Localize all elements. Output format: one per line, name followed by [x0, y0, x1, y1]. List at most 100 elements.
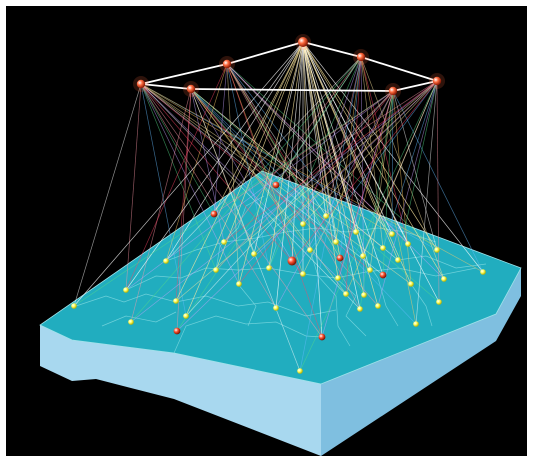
relay-station-node: [336, 254, 344, 262]
uplink-line: [291, 80, 438, 262]
uplink-line: [302, 41, 440, 303]
uplink-line: [175, 41, 304, 302]
uplink-line: [238, 90, 394, 285]
satellite-node: [298, 37, 308, 47]
ground-station-node: [375, 303, 381, 309]
ground-station-node: [333, 239, 339, 245]
ground-station-node: [408, 281, 414, 287]
uplink-line: [213, 63, 228, 215]
region-border: [397, 255, 487, 269]
uplink-line: [140, 83, 215, 215]
ground-station-node: [380, 245, 386, 251]
relay-stations: [173, 181, 387, 341]
uplink-line: [185, 90, 394, 317]
uplink-line: [140, 83, 277, 309]
uplink-line: [215, 41, 304, 271]
uplink-line: [140, 83, 339, 279]
satellite-node: [136, 79, 146, 89]
uplink-line: [302, 41, 323, 338]
uplink-line: [299, 80, 438, 372]
uplink-line: [369, 90, 394, 271]
ground-station-node: [357, 306, 363, 312]
ground-station-node: [360, 253, 366, 259]
uplink-line: [140, 83, 187, 317]
ground-station-node: [213, 267, 219, 273]
relay-station-node: [379, 271, 387, 279]
terrain-board: [39, 170, 522, 456]
region-border: [173, 315, 323, 354]
ring-link: [140, 63, 228, 85]
uplink-line: [275, 41, 304, 309]
uplink-line: [382, 80, 438, 249]
uplink-line: [215, 90, 394, 271]
ground-station-node: [273, 305, 279, 311]
uplink-line: [362, 80, 438, 257]
ground-station-node: [441, 276, 447, 282]
region-border: [410, 283, 433, 327]
uplink-line: [302, 41, 327, 217]
region-border: [335, 277, 367, 337]
relay-station-node: [287, 256, 297, 266]
satellites: [133, 34, 445, 99]
uplink-line: [176, 56, 362, 332]
uplink-line: [190, 88, 301, 372]
satellite-node: [356, 52, 366, 62]
relay-station-node: [173, 327, 181, 335]
ground-station-node: [300, 271, 306, 277]
ground-station-node: [300, 221, 306, 227]
uplink-line: [268, 41, 304, 269]
uplink-line: [213, 90, 394, 215]
satellite-ring-links: [140, 41, 438, 92]
ground-station-node: [480, 269, 486, 275]
ground-station-node: [361, 292, 367, 298]
relay-station-node: [272, 181, 280, 189]
uplink-line: [345, 56, 362, 295]
uplink-line: [125, 83, 142, 291]
uplink-line: [140, 83, 304, 275]
ground-station-node: [163, 258, 169, 264]
uplink-line: [302, 90, 394, 275]
uplink-line: [226, 63, 361, 310]
ground-station-node: [353, 229, 359, 235]
uplink-line: [377, 80, 438, 307]
uplink-line: [140, 83, 371, 271]
uplink-line: [190, 88, 440, 303]
uplink-line: [360, 56, 445, 280]
uplink-line: [302, 41, 341, 259]
uplink-line: [226, 63, 393, 235]
uplink-line: [275, 80, 438, 186]
ground-station-node: [221, 239, 227, 245]
uplink-line: [223, 56, 362, 243]
uplink-line: [125, 90, 394, 291]
ring-link: [392, 80, 438, 92]
board-side-right: [321, 268, 521, 456]
ground-station-node: [413, 321, 419, 327]
uplink-line: [226, 63, 270, 269]
uplink-line: [302, 56, 362, 225]
uplink-line: [302, 41, 484, 273]
uplink-line: [190, 88, 277, 186]
ground-station-node: [183, 313, 189, 319]
ground-station-node: [307, 247, 313, 253]
uplink-line: [436, 80, 440, 303]
ground-station-node: [251, 251, 257, 257]
ground-station-node: [297, 368, 303, 374]
satellite-network-diagram: [6, 6, 527, 456]
uplink-line: [355, 90, 394, 233]
uplink-line: [130, 80, 438, 323]
uplink-line: [140, 83, 438, 251]
uplink-line: [130, 56, 362, 323]
uplink-lines: [73, 41, 484, 372]
satellite-node: [388, 86, 398, 96]
uplink-line: [176, 88, 192, 332]
ground-station-node: [236, 281, 242, 287]
uplink-line: [397, 80, 438, 261]
board-side-front: [72, 340, 321, 456]
board-side-left: [40, 325, 72, 381]
uplink-line: [302, 41, 438, 251]
uplink-line: [392, 90, 438, 251]
ground-station-node: [343, 291, 349, 297]
uplink-line: [165, 63, 228, 262]
ring-link: [140, 83, 192, 90]
uplink-line: [302, 41, 393, 235]
